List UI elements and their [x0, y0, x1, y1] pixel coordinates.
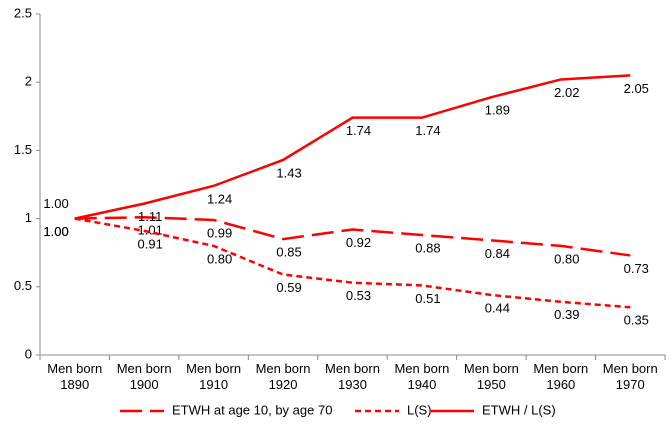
data-label: 0.92 — [346, 235, 371, 250]
data-label: 0.73 — [624, 261, 649, 276]
y-tick-label: 0 — [25, 346, 32, 361]
y-tick-label: 2.5 — [14, 5, 32, 20]
x-tick-label: Men born 1920 — [255, 361, 311, 392]
y-tick-label: 1 — [25, 210, 32, 225]
x-tick-label: Men born 1910 — [186, 361, 242, 392]
data-label: 0.88 — [415, 240, 440, 255]
data-label: 1.43 — [276, 165, 301, 180]
data-label: 1.74 — [415, 123, 440, 138]
series-line — [74, 215, 631, 257]
data-label: 2.05 — [624, 81, 649, 96]
x-tick-label: Men born 1930 — [325, 361, 380, 392]
data-label: 0.44 — [485, 300, 510, 315]
data-label: 1.11 — [138, 209, 162, 224]
series-line — [74, 74, 631, 220]
y-tick-label: 0.5 — [14, 278, 32, 293]
data-label: 1.00 — [43, 196, 68, 211]
data-label: 0.99 — [207, 225, 232, 240]
legend-label: ETWH at age 10, by age 70 — [172, 402, 332, 417]
x-tick-label: Men born 1940 — [394, 361, 450, 392]
data-label: 0.39 — [554, 307, 579, 322]
data-label: 2.02 — [554, 85, 579, 100]
y-tick-label: 2 — [25, 74, 32, 89]
data-label: 1.00 — [43, 224, 68, 239]
legend-label: L(S) — [407, 402, 432, 417]
data-label: 0.91 — [138, 236, 163, 251]
data-label: 0.80 — [554, 251, 579, 266]
data-label: 0.85 — [276, 244, 301, 259]
data-label: 0.84 — [485, 246, 510, 261]
data-label: 0.59 — [276, 280, 301, 295]
data-label: 0.51 — [415, 291, 440, 306]
x-tick-label: Men born 1970 — [602, 361, 658, 392]
x-tick-label: Men born 1890 — [47, 361, 103, 392]
x-tick-label: Men born 1900 — [116, 361, 172, 392]
data-label: 1.74 — [346, 123, 371, 138]
x-tick-label: Men born 1960 — [533, 361, 589, 392]
x-tick-label: Men born 1950 — [463, 361, 519, 392]
data-label: 0.80 — [207, 251, 232, 266]
data-label: 0.35 — [624, 313, 649, 328]
y-tick-label: 1.5 — [14, 142, 32, 157]
legend-label: ETWH / L(S) — [482, 402, 556, 417]
series-line — [74, 217, 631, 309]
data-label: 1.89 — [485, 103, 510, 118]
data-label: 1.00 — [43, 224, 68, 239]
data-label: 0.53 — [346, 288, 371, 303]
data-label: 1.24 — [207, 191, 232, 206]
